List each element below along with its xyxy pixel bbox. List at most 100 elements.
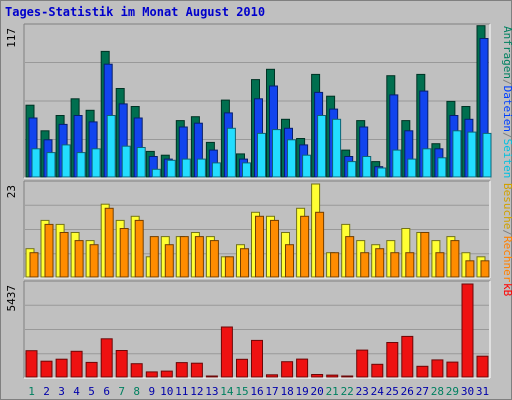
bar-seiten-day-11 [181, 158, 191, 178]
bar-kb-day-1 [25, 350, 38, 378]
bar-rechner-day-26 [405, 252, 415, 278]
day-label-19: 19 [295, 385, 308, 398]
day-label-20: 20 [310, 385, 323, 398]
panel-top: 117 Anfragen/Dateien/Seiten [5, 23, 512, 179]
bar-seiten-day-3 [61, 144, 71, 178]
bar-seiten-day-23 [362, 156, 372, 178]
bar-kb-day-16 [251, 339, 263, 378]
bar-rechner-day-18 [285, 244, 294, 278]
bar-seiten-day-31 [482, 132, 492, 178]
bar-seiten-day-10 [166, 159, 176, 178]
bar-rechner-day-31 [480, 260, 490, 278]
bar-kb-day-24 [371, 363, 384, 378]
bar-rechner-day-21 [330, 252, 340, 278]
bar-rechner-day-27 [420, 232, 430, 278]
bar-rechner-day-1 [29, 252, 39, 278]
panel-middle-legend: Besuche/Rechner [501, 183, 512, 283]
chart-title: Tages-Statistik im Monat August 2010 [5, 5, 265, 19]
bar-rechner-day-13 [209, 240, 219, 278]
bar-seiten-day-17 [272, 129, 281, 178]
bar-kb-day-31 [476, 355, 489, 378]
day-label-1: 1 [28, 385, 35, 398]
bar-rechner-day-29 [450, 240, 460, 278]
legend-entry: / [501, 132, 512, 139]
panel-top-legend: Anfragen/Dateien/Seiten [501, 26, 512, 178]
bar-kb-day-25 [386, 342, 399, 378]
day-label-11: 11 [175, 385, 188, 398]
bar-rechner-day-15 [240, 248, 249, 278]
bar-seiten-day-13 [211, 162, 221, 178]
day-label-18: 18 [280, 385, 293, 398]
day-label-7: 7 [118, 385, 125, 398]
bar-kb-day-5 [85, 361, 98, 378]
bar-rechner-day-20 [315, 211, 325, 278]
legend-entry: Dateien [501, 86, 512, 132]
bar-seiten-day-30 [467, 131, 477, 178]
panel-middle-scale-max: 23 [5, 185, 18, 198]
bar-kb-day-14 [220, 326, 233, 378]
bar-seiten-day-2 [46, 152, 56, 178]
day-label-8: 8 [133, 385, 140, 398]
bar-rechner-day-19 [300, 215, 310, 278]
bar-seiten-day-21 [332, 118, 342, 178]
bar-rechner-day-24 [375, 248, 385, 278]
bar-kb-day-8 [130, 363, 143, 378]
bar-seiten-day-28 [437, 157, 447, 178]
bar-seiten-day-15 [242, 162, 251, 178]
day-labels: 1 2 3 4 5 6 7 8 9 10 11 12 13 14 15 16 17 18 19 20 21 22 23 24 2… [28, 385, 489, 398]
bar-seiten-day-4 [76, 152, 86, 178]
bar-rechner-day-30 [465, 260, 475, 278]
day-label-5: 5 [88, 385, 95, 398]
day-label-27: 27 [416, 385, 429, 398]
legend-entry: / [501, 79, 512, 86]
bar-rechner-day-7 [119, 228, 129, 278]
bar-seiten-day-1 [31, 148, 41, 178]
day-label-24: 24 [371, 385, 385, 398]
day-label-23: 23 [356, 385, 369, 398]
bar-rechner-day-22 [345, 236, 355, 278]
day-label-22: 22 [341, 385, 354, 398]
chart-panels: 117 Anfragen/Dateien/Seiten 23 Besuche/Rech… [5, 23, 512, 379]
bar-rechner-day-11 [179, 236, 189, 278]
bar-kb-day-17 [266, 374, 278, 378]
bar-seiten-day-29 [452, 130, 462, 178]
bar-rechner-day-9 [149, 236, 159, 278]
bar-kb-day-21 [326, 374, 339, 378]
legend-entry: / [501, 229, 512, 236]
panel-top-scale-max: 117 [5, 28, 18, 48]
day-label-3: 3 [58, 385, 65, 398]
day-label-6: 6 [103, 385, 110, 398]
day-label-17: 17 [265, 385, 278, 398]
bar-rechner-day-3 [59, 232, 69, 278]
bar-rechner-day-12 [194, 236, 204, 278]
legend-entry: Seiten [501, 139, 512, 179]
panel-middle: 23 Besuche/Rechner [5, 180, 512, 283]
bar-kb-day-2 [40, 360, 53, 378]
bar-kb-day-10 [160, 370, 173, 378]
bar-seiten-day-8 [136, 147, 146, 178]
bar-seiten-day-6 [106, 115, 116, 178]
bar-kb-day-7 [115, 350, 128, 378]
day-label-12: 12 [190, 385, 203, 398]
bar-seiten-day-19 [302, 154, 312, 178]
bar-seiten-day-27 [422, 148, 432, 178]
day-label-16: 16 [250, 385, 263, 398]
bar-rechner-day-17 [270, 219, 279, 278]
bar-seiten-day-9 [151, 168, 161, 178]
bar-rechner-day-10 [164, 244, 174, 278]
bar-kb-day-6 [100, 338, 113, 378]
bar-seiten-day-24 [377, 167, 387, 178]
bar-rechner-day-16 [255, 215, 264, 278]
bar-seiten-day-14 [226, 127, 236, 178]
bar-kb-day-28 [431, 359, 444, 378]
day-label-26: 26 [401, 385, 414, 398]
bar-seiten-day-12 [196, 158, 206, 178]
bar-kb-day-11 [175, 362, 188, 378]
bar-seiten-day-22 [347, 161, 357, 178]
bar-kb-day-22 [341, 375, 354, 378]
bar-rechner-day-6 [104, 207, 114, 278]
bar-kb-day-13 [205, 375, 218, 378]
bar-rechner-day-2 [44, 223, 54, 278]
day-label-9: 9 [148, 385, 155, 398]
